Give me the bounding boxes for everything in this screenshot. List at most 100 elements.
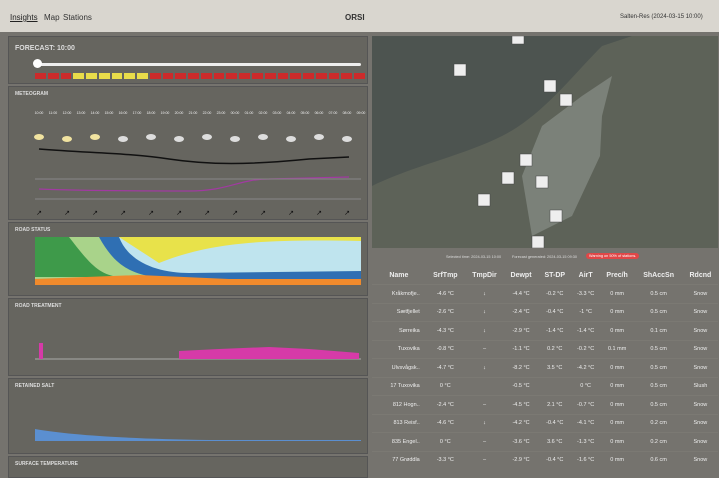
- selected-time: Selected time: 2024-03-15 10:00: [446, 255, 501, 259]
- table-cell: -4.5 °C: [504, 396, 538, 415]
- table-cell: Sætfjellet: [372, 303, 426, 322]
- hour-label: 13:00: [77, 111, 86, 115]
- hour-label: 22:00: [203, 111, 212, 115]
- forecast-segment: [214, 73, 225, 79]
- table-cell: -1 °C: [571, 303, 599, 322]
- table-cell: Snow: [683, 322, 718, 341]
- table-cell: 0.2 cm: [634, 414, 682, 433]
- hour-label: 16:00: [119, 111, 128, 115]
- table-body: Kråkmofje..-4.6 °C↓-4.4 °C-0.2 °C-3.3 °C…: [372, 285, 718, 470]
- road-treatment-chart: [9, 299, 367, 375]
- hour-label: 11:00: [49, 111, 58, 115]
- weather-icon: [118, 136, 128, 142]
- weather-icon: [90, 134, 100, 140]
- table-cell: Snow: [683, 451, 718, 469]
- table-cell: 0 mm: [600, 396, 635, 415]
- selector[interactable]: Salten-Res (2024-03-15 10:00): [620, 14, 703, 20]
- forecast-segment: [137, 73, 148, 79]
- table-cell: 0 mm: [600, 322, 635, 341]
- warning: Warning on 50% of stations.: [586, 253, 639, 259]
- table-cell: -1.3 °C: [571, 433, 599, 452]
- retained-salt-panel: RETAINED SALT: [8, 378, 368, 454]
- table-cell: Snow: [683, 433, 718, 452]
- forecast-segment: [201, 73, 212, 79]
- column-header: ST-DP: [538, 266, 571, 285]
- table-cell: Ulvsvågsk..: [372, 359, 426, 378]
- forecast-segment: [354, 73, 365, 79]
- forecast-segment: [290, 73, 301, 79]
- table-cell: [538, 377, 571, 396]
- slider[interactable]: [35, 63, 361, 66]
- road-status-panel: ROAD STATUS: [8, 222, 368, 296]
- table-cell: 813 Reisf..: [372, 414, 426, 433]
- top-bar: Insights Map Stations ORSI Salten-Res (2…: [0, 0, 719, 32]
- generated-time: Forecast generated: 2024-03-15 09:30: [512, 255, 577, 259]
- table-cell: -4.2 °C: [504, 414, 538, 433]
- table-cell: 0.5 cm: [634, 396, 682, 415]
- table-cell: 0 mm: [600, 451, 635, 469]
- slider-thumb[interactable]: [33, 59, 42, 68]
- hour-label: 15:00: [105, 111, 114, 115]
- table-cell: -3.3 °C: [426, 451, 465, 469]
- forecast-segment: [163, 73, 174, 79]
- table-cell: 2.1 °C: [538, 396, 571, 415]
- table-cell: -3.3 °C: [571, 285, 599, 304]
- forecast-segment: [99, 73, 110, 79]
- table-cell: 0 mm: [600, 433, 635, 452]
- table-cell: –: [465, 396, 504, 415]
- hour-label: 01:00: [245, 111, 254, 115]
- table-cell: -0.4 °C: [538, 414, 571, 433]
- forecast-segment: [124, 73, 135, 79]
- table-cell: -4.2 °C: [571, 359, 599, 378]
- table-cell: -1.6 °C: [571, 451, 599, 469]
- column-header: ShAccSn: [634, 266, 682, 285]
- status-bar: Selected time: 2024-03-15 10:00 Forecast…: [372, 252, 718, 262]
- hour-label: 18:00: [147, 111, 156, 115]
- table-cell: 0 mm: [600, 285, 635, 304]
- table-cell: 0.2 °C: [538, 340, 571, 359]
- hour-label: 08:00: [343, 111, 352, 115]
- table-row[interactable]: Kråkmofje..-4.6 °C↓-4.4 °C-0.2 °C-3.3 °C…: [372, 285, 718, 304]
- table-cell: 0 mm: [600, 414, 635, 433]
- table-cell: -2.9 °C: [504, 451, 538, 469]
- table-row[interactable]: 813 Reisf..-4.6 °C↓-4.2 °C-0.4 °C-4.1 °C…: [372, 414, 718, 433]
- forecast-segment: [150, 73, 161, 79]
- forecast-segment: [316, 73, 327, 79]
- table-cell: 0 °C: [426, 377, 465, 396]
- hour-label: 12:00: [63, 111, 72, 115]
- forecast-segment: [48, 73, 59, 79]
- table-cell: Tuxovika: [372, 340, 426, 359]
- road-status-chart: [9, 223, 367, 295]
- hour-label: 17:00: [133, 111, 142, 115]
- table-cell: ↓: [465, 359, 504, 378]
- table-cell: 0.5 cm: [634, 377, 682, 396]
- table-cell: -0.2 °C: [538, 285, 571, 304]
- table-cell: 0.1 mm: [600, 340, 635, 359]
- tab[interactable]: Stations: [63, 13, 92, 22]
- surface-temp-panel: SURFACE TEMPERATURE: [8, 456, 368, 478]
- tab[interactable]: Map: [44, 13, 60, 22]
- table-cell: –: [465, 340, 504, 359]
- logo: ORSI: [345, 13, 365, 22]
- map[interactable]: [372, 36, 718, 248]
- table-cell: 3.5 °C: [538, 359, 571, 378]
- tab[interactable]: Insights: [10, 13, 38, 22]
- forecast-segment: [188, 73, 199, 79]
- wind-arrow: ↗: [36, 210, 42, 217]
- column-header: Rdcnd: [683, 266, 718, 285]
- table-cell: 0.5 cm: [634, 285, 682, 304]
- table-cell: ↓: [465, 414, 504, 433]
- weather-icon: [258, 134, 268, 140]
- table-cell: Sørreika: [372, 322, 426, 341]
- table-cell: 3.6 °C: [538, 433, 571, 452]
- forecast-segment: [329, 73, 340, 79]
- weather-icon: [230, 136, 240, 142]
